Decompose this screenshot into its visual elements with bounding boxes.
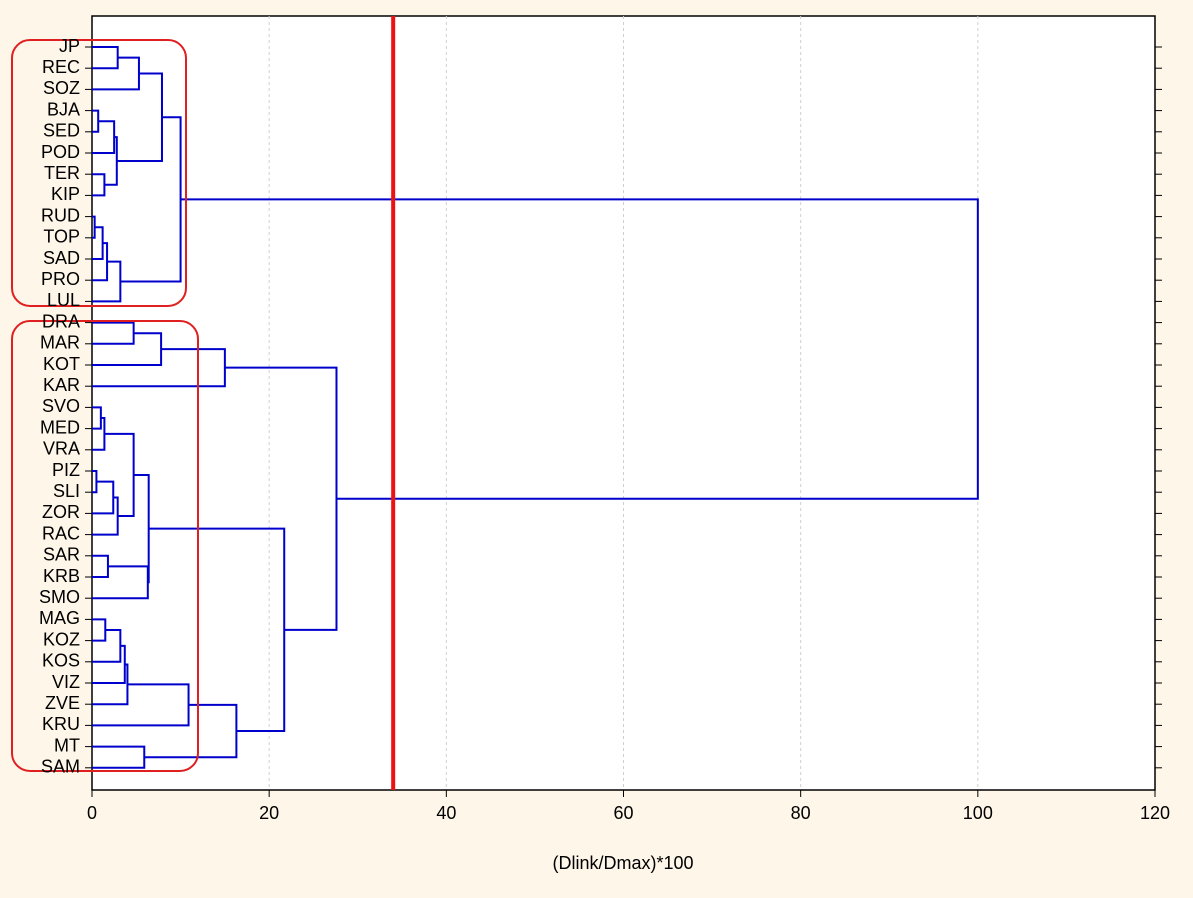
leaf-label: JP [59, 36, 80, 56]
link [92, 242, 109, 282]
cluster-highlight [11, 320, 199, 772]
link [92, 663, 129, 706]
leaf-label: DRA [42, 311, 80, 331]
leaf-label: SED [43, 121, 80, 141]
link [120, 116, 182, 283]
leaf-label: TER [44, 163, 80, 183]
leaf-label: PIZ [52, 460, 80, 480]
leaf-label: SMO [39, 587, 80, 607]
leaf-label: ZVE [45, 693, 80, 713]
leaf-label: TOP [43, 227, 80, 247]
link [133, 473, 150, 584]
cluster-highlight [11, 39, 187, 307]
link [92, 745, 146, 769]
link [180, 198, 979, 500]
leaf-label: POD [41, 142, 80, 162]
leaf-label: LUL [47, 290, 80, 310]
link [92, 46, 119, 70]
leaf-label: MAG [39, 608, 80, 628]
link [92, 496, 119, 536]
leaf-label: SLI [53, 481, 80, 501]
link [92, 406, 102, 430]
leaf-label: MT [54, 735, 80, 755]
leaf-label: MED [40, 417, 80, 437]
leaf-label: KOZ [43, 629, 80, 649]
dendrogram [92, 46, 979, 769]
leaf-label: REC [42, 57, 80, 77]
leaf-label: VRA [43, 439, 80, 459]
leaf-label: RUD [41, 205, 80, 225]
x-tick-label: 60 [613, 803, 633, 823]
link [104, 136, 118, 186]
leaf-label: SVO [42, 396, 80, 416]
leaf-label: BJA [47, 99, 80, 119]
x-tick-label: 20 [259, 803, 279, 823]
leaf-label: KOT [43, 354, 80, 374]
leaf-label: ZOR [42, 502, 80, 522]
link [92, 56, 140, 91]
leaf-label: SOZ [43, 78, 80, 98]
x-tick-label: 0 [87, 803, 97, 823]
x-tick-label: 120 [1140, 803, 1170, 823]
link [104, 432, 135, 518]
leaf-label: PRO [41, 269, 80, 289]
x-tick-label: 80 [791, 803, 811, 823]
leaf-label: SAM [41, 757, 80, 777]
x-axis-label: (Dlink/Dmax)*100 [552, 853, 693, 873]
leaf-label: KRU [42, 714, 80, 734]
leaf-label: SAD [43, 248, 80, 268]
x-tick-label: 100 [963, 803, 993, 823]
leaf-label: MAR [40, 333, 80, 353]
x-tick-label: 40 [436, 803, 456, 823]
leaf-label: KIP [51, 184, 80, 204]
link [92, 321, 135, 345]
link [92, 618, 107, 642]
leaf-label: KOS [42, 651, 80, 671]
leaf-label: KRB [43, 566, 80, 586]
leaf-label: VIZ [52, 672, 80, 692]
leaf-label: KAR [43, 375, 80, 395]
link [92, 109, 100, 133]
leaf-label: RAC [42, 523, 80, 543]
leaf-label: SAR [43, 545, 80, 565]
